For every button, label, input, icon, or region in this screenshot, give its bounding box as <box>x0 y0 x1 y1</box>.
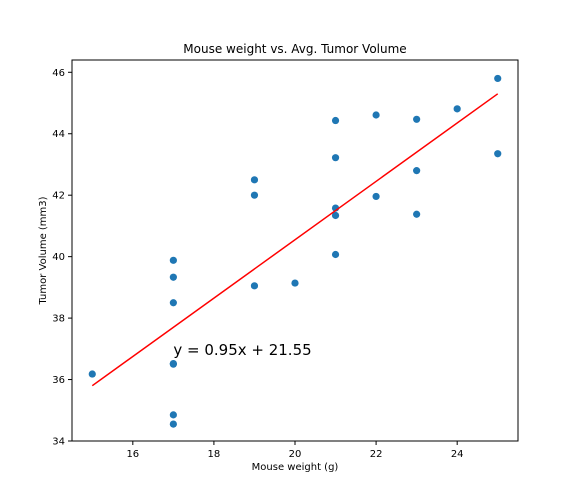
x-tick-label-22: 22 <box>370 449 383 460</box>
data-point-15 <box>331 154 340 162</box>
y-tick-label-38: 38 <box>52 314 65 325</box>
plot-frame <box>71 59 519 442</box>
x-tick-label-20: 20 <box>289 449 302 460</box>
data-point-22 <box>453 105 461 113</box>
x-tick-label-24: 24 <box>451 449 464 460</box>
x-tick-label-16: 16 <box>126 449 139 460</box>
y-tick-label-42: 42 <box>52 191 65 202</box>
data-point-6 <box>169 273 177 281</box>
data-point-13 <box>331 211 340 220</box>
x-axis-label: Mouse weight (g) <box>252 462 339 473</box>
data-point-2 <box>169 411 177 419</box>
data-point-20 <box>413 167 421 175</box>
data-point-9 <box>250 191 259 199</box>
chart-title: Mouse weight vs. Avg. Tumor Volume <box>183 42 406 56</box>
data-point-19 <box>413 210 421 218</box>
x-tick-label-18: 18 <box>208 449 221 460</box>
data-point-24 <box>494 74 502 83</box>
data-point-21 <box>413 115 421 123</box>
data-point-5 <box>169 299 177 307</box>
data-points <box>88 74 502 428</box>
data-point-23 <box>494 150 502 158</box>
data-point-10 <box>250 176 259 184</box>
data-point-8 <box>250 282 259 290</box>
regression-equation-label: y = 0.95x + 21.55 <box>173 341 311 359</box>
data-point-4 <box>169 359 177 368</box>
y-tick-label-40: 40 <box>52 252 65 263</box>
y-tick-label-44: 44 <box>52 129 65 140</box>
y-tick-label-46: 46 <box>52 68 65 79</box>
data-point-16 <box>331 116 340 125</box>
y-tick-label-36: 36 <box>52 375 65 386</box>
regression-line-group <box>91 93 499 387</box>
data-point-7 <box>169 256 177 264</box>
y-tick-label-34: 34 <box>52 437 65 448</box>
regression-line <box>91 93 499 387</box>
data-point-11 <box>291 279 299 287</box>
data-point-17 <box>372 192 380 201</box>
y-axis-label: Tumor Volume (mm3) <box>38 196 49 305</box>
data-point-1 <box>169 420 177 428</box>
data-point-12 <box>331 250 340 259</box>
data-point-0 <box>88 370 96 378</box>
x-axis-ticks: 16 18 20 22 24 <box>126 441 464 460</box>
y-axis-ticks: 34 36 38 40 42 44 46 <box>52 68 72 448</box>
data-point-18 <box>372 111 380 119</box>
